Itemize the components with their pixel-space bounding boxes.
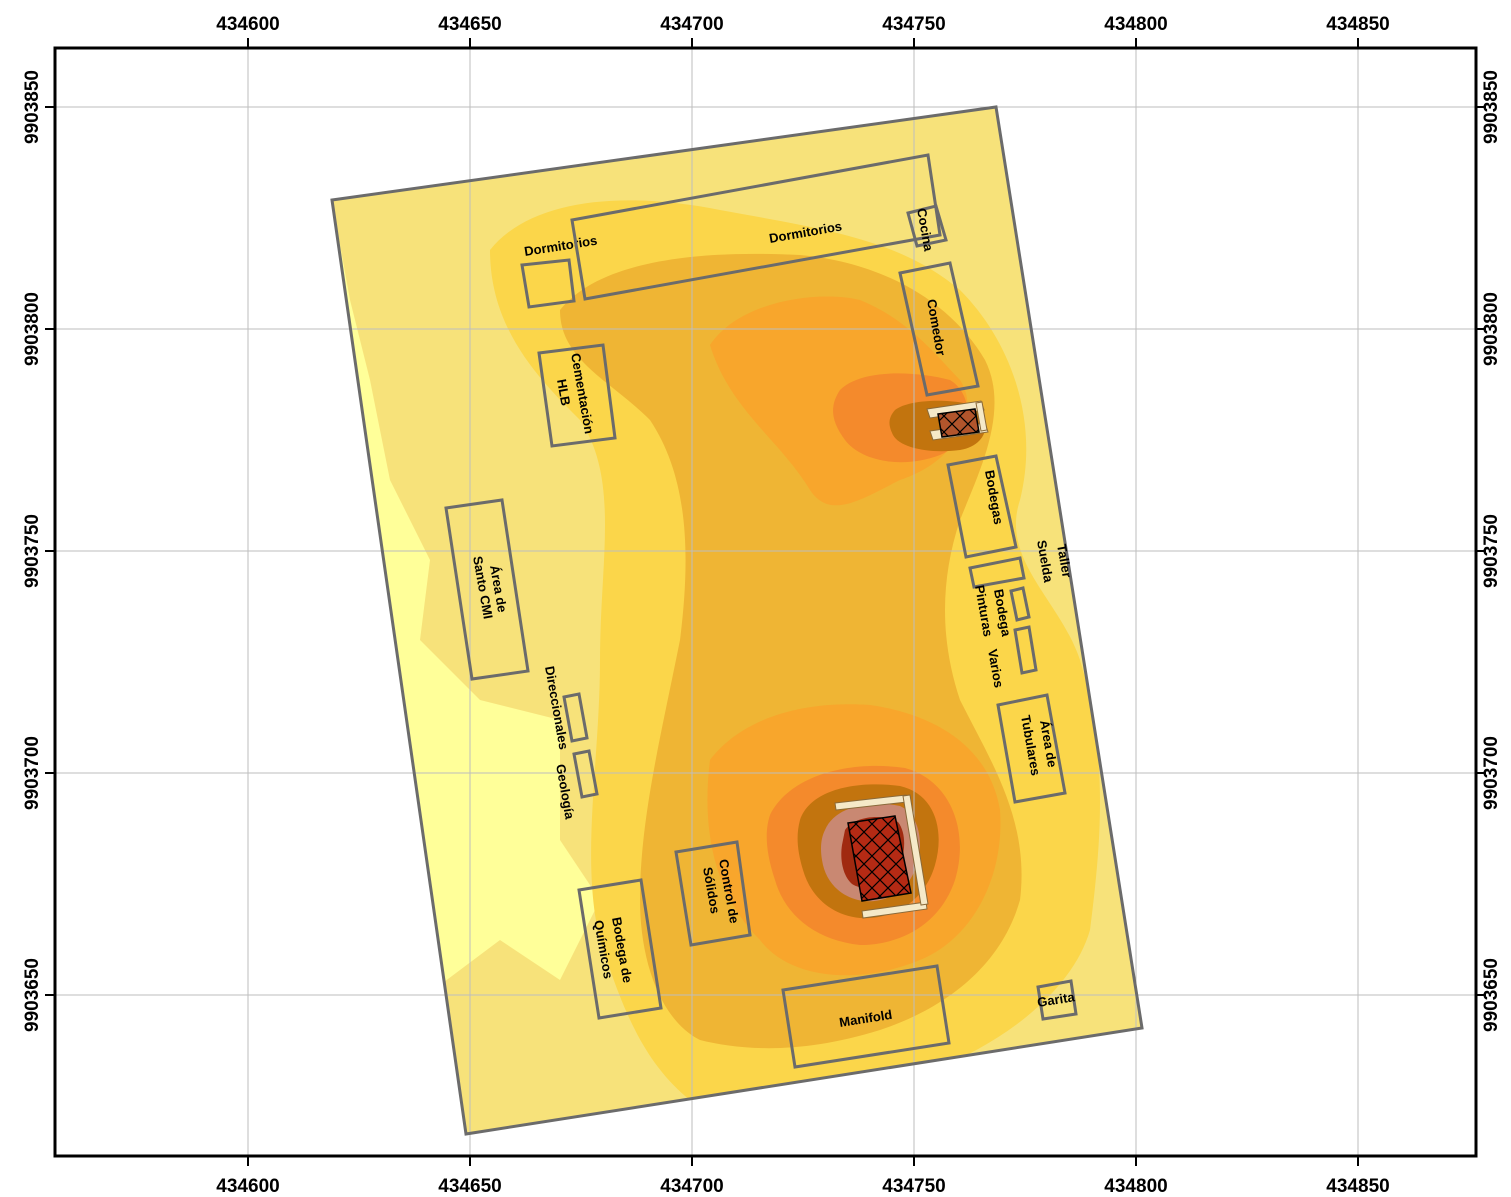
x-tick-bottom-6: 434850 bbox=[1326, 1176, 1389, 1197]
building-garita bbox=[1036, 979, 1078, 1021]
tick-marks bbox=[45, 38, 1486, 1166]
building-dormitorios-long bbox=[570, 153, 942, 301]
x-axis-bottom: 434600 434650 434700 434750 434800 43485… bbox=[216, 1176, 1389, 1197]
y-tick-right-3: 9903750 bbox=[1481, 514, 1502, 588]
label-taller-2: Suelda bbox=[1034, 539, 1056, 584]
map-border bbox=[53, 46, 1478, 1158]
y-tick-left-1: 9903850 bbox=[22, 70, 43, 144]
building-cementacion bbox=[537, 343, 617, 448]
building-comedor bbox=[898, 261, 980, 397]
y-tick-right-4: 9903700 bbox=[1481, 736, 1502, 810]
y-tick-right-1: 9903850 bbox=[1481, 70, 1502, 144]
x-tick-bottom-3: 434700 bbox=[660, 1176, 723, 1197]
y-axis-right: 9903850 9903800 9903750 9903700 9903650 bbox=[1481, 70, 1502, 1032]
y-tick-left-3: 9903750 bbox=[22, 514, 43, 588]
well-pad-south bbox=[834, 794, 929, 919]
label-taller-1: Taller bbox=[1054, 543, 1075, 579]
label-varios: Varios bbox=[985, 648, 1007, 689]
x-tick-bottom-2: 434650 bbox=[438, 1176, 501, 1197]
y-axis-left: 9903850 9903800 9903750 9903700 9903650 bbox=[22, 70, 43, 1032]
x-tick-top-5: 434800 bbox=[1104, 14, 1167, 35]
building-bodegas bbox=[946, 454, 1018, 559]
x-tick-top-1: 434600 bbox=[216, 14, 279, 35]
x-tick-top-6: 434850 bbox=[1326, 14, 1389, 35]
building-cocina bbox=[906, 204, 948, 248]
building-manifold bbox=[781, 964, 951, 1069]
y-tick-right-5: 9903650 bbox=[1481, 958, 1502, 1032]
building-bodega-quimicos bbox=[577, 878, 663, 1020]
building-taller bbox=[968, 556, 1026, 589]
building-geologia bbox=[572, 749, 599, 799]
building-direccionales bbox=[562, 692, 589, 743]
y-tick-left-2: 9903800 bbox=[22, 292, 43, 366]
x-axis-top: 434600 434650 434700 434750 434800 43485… bbox=[216, 14, 1389, 35]
x-tick-bottom-4: 434750 bbox=[882, 1176, 945, 1197]
x-tick-bottom-5: 434800 bbox=[1104, 1176, 1167, 1197]
x-tick-top-2: 434650 bbox=[438, 14, 501, 35]
y-tick-right-2: 9903800 bbox=[1481, 292, 1502, 366]
site-boundary bbox=[330, 105, 1144, 1136]
label-cementacion-2: HLB bbox=[554, 378, 573, 407]
building-dormitorios-small bbox=[520, 258, 576, 309]
x-tick-top-3: 434700 bbox=[660, 14, 723, 35]
label-garita: Garita bbox=[1036, 989, 1076, 1010]
well-pad-north bbox=[926, 400, 989, 441]
graticule bbox=[55, 48, 1476, 1156]
building-area-tubulares bbox=[996, 693, 1067, 804]
building-control-solidos bbox=[674, 840, 752, 947]
y-tick-left-5: 9903650 bbox=[22, 958, 43, 1032]
building-varios bbox=[1013, 625, 1038, 675]
x-tick-bottom-1: 434600 bbox=[216, 1176, 279, 1197]
building-area-santo bbox=[444, 498, 530, 681]
building-bodega-pinturas bbox=[1009, 586, 1031, 622]
x-tick-top-4: 434750 bbox=[882, 14, 945, 35]
y-tick-left-4: 9903700 bbox=[22, 736, 43, 810]
